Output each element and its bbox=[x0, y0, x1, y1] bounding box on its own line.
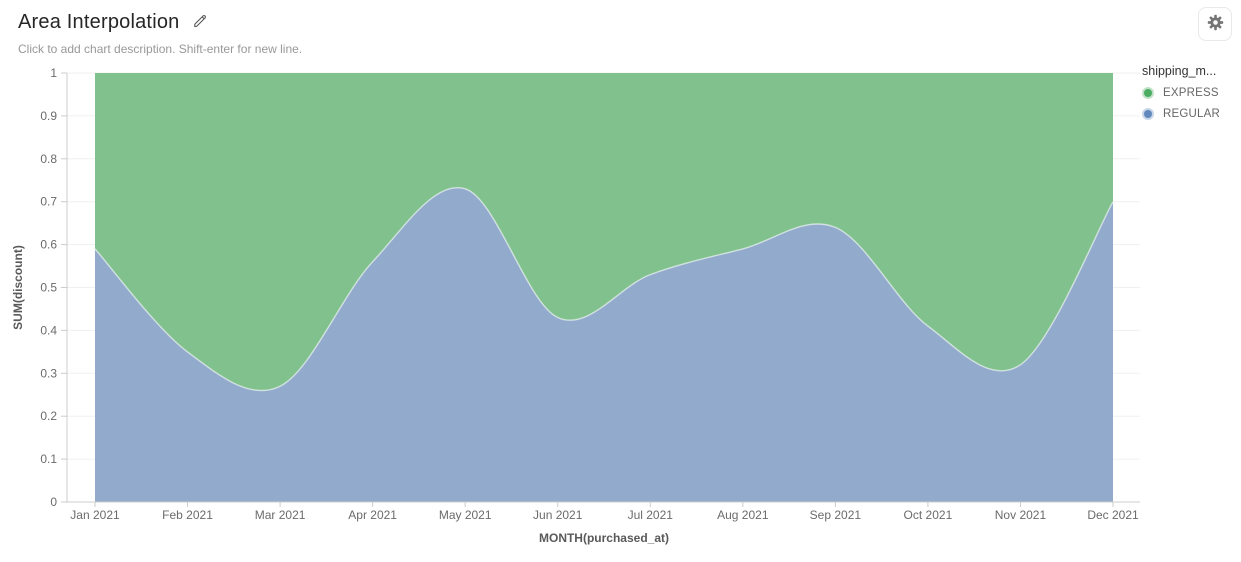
x-tick-label: Jun 2021 bbox=[533, 508, 583, 522]
x-tick-label: Aug 2021 bbox=[717, 508, 769, 522]
chart-header: Area Interpolation Click to add chart de… bbox=[18, 10, 302, 56]
y-tick-label: 0.6 bbox=[40, 238, 57, 252]
y-tick-label: 0.1 bbox=[40, 452, 57, 466]
edit-title-button[interactable] bbox=[189, 10, 211, 35]
chart-legend: shipping_m... EXPRESS REGULAR bbox=[1142, 64, 1230, 129]
x-tick-label: Jul 2021 bbox=[628, 508, 674, 522]
x-tick-label: Jan 2021 bbox=[70, 508, 120, 522]
y-tick-label: 0.9 bbox=[40, 109, 57, 123]
legend-series-dot bbox=[1142, 108, 1154, 120]
x-tick-label: Sep 2021 bbox=[810, 508, 862, 522]
chart-settings-button[interactable] bbox=[1198, 7, 1232, 41]
x-axis-title: MONTH(purchased_at) bbox=[539, 531, 669, 545]
page-title[interactable]: Area Interpolation bbox=[18, 11, 180, 33]
y-tick-label: 1 bbox=[50, 66, 57, 80]
y-tick-label: 0 bbox=[50, 495, 57, 509]
legend-series-label: EXPRESS bbox=[1163, 87, 1219, 99]
chart-description-placeholder[interactable]: Click to add chart description. Shift-en… bbox=[18, 42, 303, 56]
y-tick-label: 0.2 bbox=[40, 409, 57, 423]
x-tick-label: Feb 2021 bbox=[162, 508, 213, 522]
legend-item[interactable]: REGULAR bbox=[1142, 108, 1230, 120]
x-tick-label: Mar 2021 bbox=[255, 508, 306, 522]
y-axis-title: SUM(discount) bbox=[11, 245, 25, 330]
pencil-icon bbox=[191, 12, 209, 33]
y-tick-label: 0.3 bbox=[40, 366, 57, 380]
area-series-regular[interactable] bbox=[95, 187, 1113, 502]
x-tick-label: Apr 2021 bbox=[348, 508, 397, 522]
area-chart: 0 0.1 0.2 0.3 0.4 0.5 0.6 0.7 0.8 0.9 1 Jan 2021 Feb… bbox=[0, 60, 1241, 562]
chart-canvas[interactable]: 0 0.1 0.2 0.3 0.4 0.5 0.6 0.7 0.8 0.9 1 Jan 2021 Feb… bbox=[0, 60, 1241, 562]
legend-title[interactable]: shipping_m... bbox=[1142, 64, 1217, 78]
y-tick-label: 0.4 bbox=[40, 323, 57, 337]
legend-series-label: REGULAR bbox=[1163, 108, 1220, 120]
x-tick-label: Oct 2021 bbox=[904, 508, 953, 522]
x-tick-label: Nov 2021 bbox=[995, 508, 1047, 522]
gear-icon bbox=[1207, 14, 1224, 34]
y-tick-label: 0.8 bbox=[40, 152, 57, 166]
y-tick-label: 0.7 bbox=[40, 195, 57, 209]
y-tick-label: 0.5 bbox=[40, 281, 57, 295]
x-tick-label: May 2021 bbox=[439, 508, 492, 522]
legend-item[interactable]: EXPRESS bbox=[1142, 87, 1230, 99]
x-tick-label: Dec 2021 bbox=[1087, 508, 1139, 522]
series-boundary-line bbox=[94, 186, 1114, 392]
legend-series-dot bbox=[1142, 87, 1154, 99]
